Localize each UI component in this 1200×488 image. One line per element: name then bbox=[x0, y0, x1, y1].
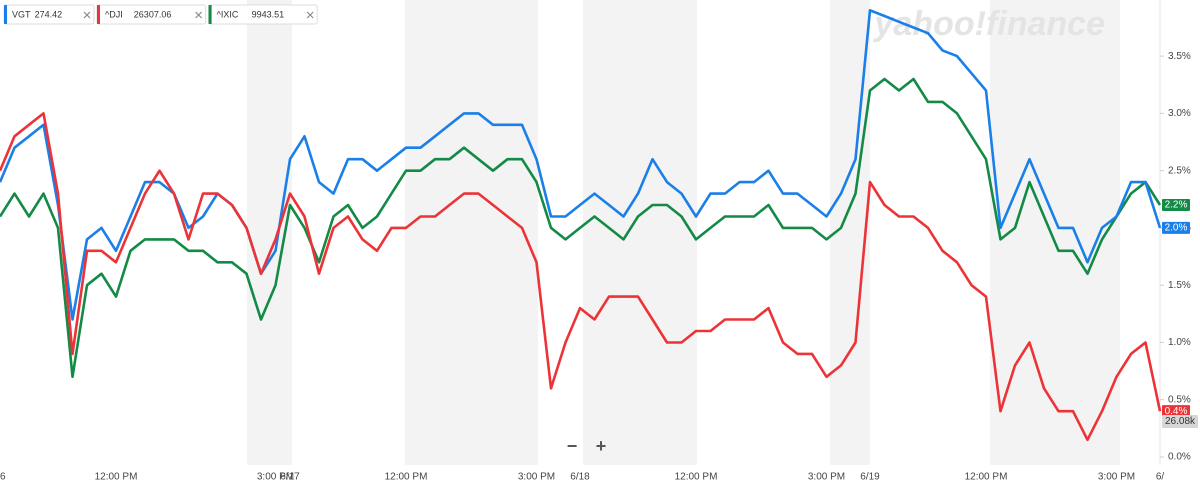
x-tick-label: 3:00 PM bbox=[518, 472, 555, 483]
session-band bbox=[583, 0, 697, 465]
session-bands bbox=[247, 0, 1120, 465]
legend-swatch bbox=[208, 5, 212, 24]
x-tick-label: 12:00 PM bbox=[95, 472, 138, 483]
last-value-badge bbox=[1162, 199, 1190, 212]
last-value-badge bbox=[1162, 221, 1190, 234]
y-tick-label: 3.0% bbox=[1168, 108, 1191, 119]
legend-quote: 9943.51 bbox=[252, 9, 285, 19]
legend-name: VGT bbox=[12, 9, 31, 19]
x-tick-label: 3:00 PM bbox=[1098, 472, 1135, 483]
legend-quote: 26307.06 bbox=[134, 9, 172, 19]
legend-name: ^IXIC bbox=[217, 9, 239, 19]
y-tick-label: 0.0% bbox=[1168, 452, 1191, 463]
legend-quote: 274.42 bbox=[35, 9, 63, 19]
legend-close[interactable] bbox=[306, 11, 314, 19]
legend-entry[interactable]: ^DJI 26307.06 bbox=[96, 4, 207, 25]
y-tick-label: 1.5% bbox=[1168, 280, 1191, 291]
legend-name: ^DJI bbox=[105, 9, 123, 19]
y-tick-label: 3.5% bbox=[1168, 51, 1191, 62]
zoom-button[interactable]: + bbox=[596, 436, 607, 456]
last-value-label: 2.2% bbox=[1165, 200, 1188, 211]
volume-badge bbox=[1162, 415, 1198, 428]
watermark: yahoo!finance bbox=[873, 5, 1105, 43]
y-tick-label: 1.0% bbox=[1168, 337, 1191, 348]
x-tick-label: 6/ bbox=[1156, 472, 1165, 483]
x-tick-label: 16 bbox=[0, 472, 6, 483]
last-value-badge bbox=[1162, 405, 1190, 418]
legend-close[interactable] bbox=[83, 11, 91, 19]
legend-close[interactable] bbox=[195, 11, 203, 19]
x-tick-label: 3:00 PM bbox=[808, 472, 845, 483]
legend-swatch bbox=[4, 5, 7, 24]
x-tick-label: 3:00 PM bbox=[257, 472, 294, 483]
x-tick-label: 12:00 PM bbox=[385, 472, 428, 483]
x-tick-label: 12:00 PM bbox=[675, 472, 718, 483]
session-band bbox=[990, 0, 1120, 465]
last-value-label: 2.0% bbox=[1165, 223, 1188, 234]
last-value-label: 0.4% bbox=[1165, 406, 1188, 417]
legend-entry[interactable]: VGT 274.42 bbox=[3, 4, 95, 25]
series-line bbox=[0, 112, 1162, 442]
x-tick-label: 6/18 bbox=[570, 472, 590, 483]
session-band bbox=[405, 0, 538, 465]
legend-entry[interactable]: ^IXIC 9943.51 bbox=[208, 4, 318, 25]
legend-swatch bbox=[97, 5, 100, 24]
x-tick-label: 6/17 bbox=[280, 472, 300, 483]
y-tick-label: 2.5% bbox=[1168, 165, 1191, 176]
volume-label: 26.08k bbox=[1165, 416, 1196, 427]
x-tick-label: 12:00 PM bbox=[965, 472, 1008, 483]
zoom-button[interactable]: − bbox=[567, 436, 578, 456]
x-tick-label: 6/19 bbox=[860, 472, 880, 483]
y-tick-label: 0.5% bbox=[1168, 394, 1191, 405]
series-line bbox=[0, 77, 1162, 379]
